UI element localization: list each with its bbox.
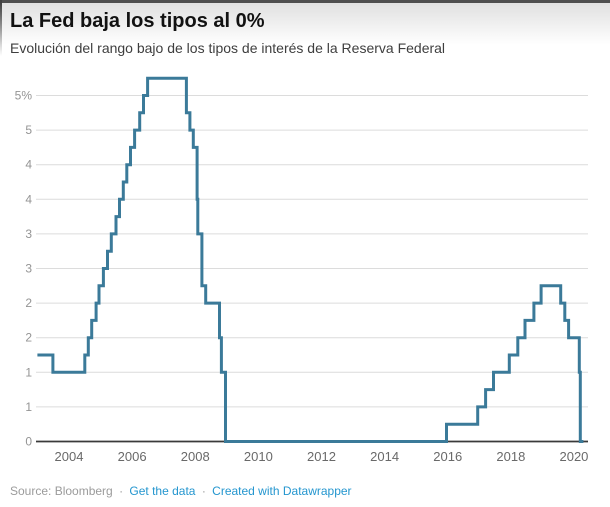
rate-line-series[interactable] — [37, 76, 584, 443]
x-axis-tick-label: 2016 — [433, 449, 462, 464]
window-top-edge — [0, 0, 610, 3]
x-axis-tick-label: 2012 — [307, 449, 336, 464]
y-axis-tick-label: 0 — [25, 435, 32, 449]
datawrapper-credit-link[interactable]: Created with Datawrapper — [212, 484, 352, 498]
y-axis-tick-label: 4 — [25, 192, 32, 206]
x-axis-tick-label: 2018 — [496, 449, 525, 464]
source-credit: Source: Bloomberg — [10, 484, 113, 498]
chart-subtitle: Evolución del rango bajo de los tipos de… — [10, 40, 446, 56]
y-axis-tick-label: 1 — [25, 400, 32, 414]
y-axis-tick-label: 2 — [25, 296, 32, 310]
footer-separator: · — [119, 484, 124, 498]
x-axis-tick-label: 2004 — [55, 449, 84, 464]
x-axis-tick-label: 2010 — [244, 449, 273, 464]
x-axis-tick-label: 2014 — [370, 449, 399, 464]
chart-footer: Source: Bloomberg · Get the data · Creat… — [10, 484, 600, 499]
footer-separator: · — [201, 484, 206, 498]
y-axis-tick-label: 3 — [25, 227, 32, 241]
y-axis-tick-label: 4 — [25, 158, 32, 172]
y-axis-tick-label: 5% — [15, 89, 33, 103]
y-axis-tick-label: 2 — [25, 331, 32, 345]
y-axis-tick-label: 1 — [25, 365, 32, 379]
y-axis-tick-label: 3 — [25, 262, 32, 276]
get-data-link[interactable]: Get the data — [129, 484, 196, 498]
window-left-edge — [0, 0, 2, 56]
x-axis-tick-label: 2006 — [118, 449, 147, 464]
x-axis-tick-label: 2008 — [181, 449, 210, 464]
y-axis-tick-label: 5 — [25, 123, 32, 137]
x-axis-tick-label: 2020 — [559, 449, 588, 464]
rate-step-chart[interactable]: 0 1 1 2 2 3 3 4 4 5 5% 2004 2006 2008 2010 2012 2014 2016… — [0, 0, 610, 480]
chart-title: La Fed baja los tipos al 0% — [10, 10, 265, 32]
